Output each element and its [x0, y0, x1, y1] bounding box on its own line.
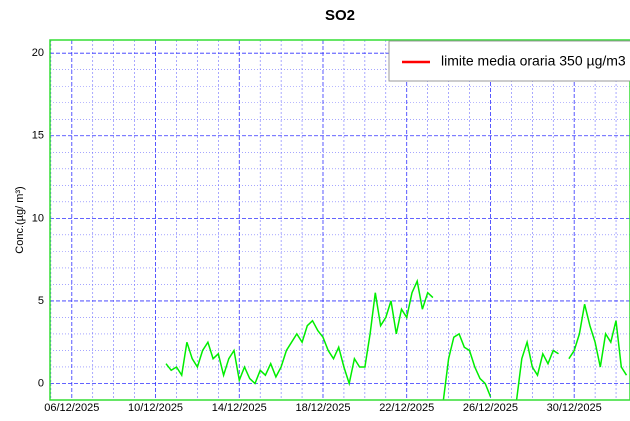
x-tick-label: 22/12/2025: [379, 402, 434, 414]
data-line: [165, 278, 628, 400]
x-tick-label: 10/12/2025: [128, 402, 183, 414]
y-tick-label: 15: [32, 130, 44, 142]
y-tick-label: 10: [32, 212, 44, 224]
plot-area: [50, 40, 630, 400]
x-tick-label: 26/12/2025: [463, 402, 518, 414]
y-axis-label: Conc.(µg/ m³): [14, 186, 26, 253]
y-tick-label: 5: [38, 295, 44, 307]
plot-frame: [49, 39, 630, 401]
x-tick-label: 06/12/2025: [44, 402, 99, 414]
y-tick-label: 20: [32, 47, 44, 59]
x-tick-label: 18/12/2025: [295, 402, 350, 414]
y-tick-label: 0: [38, 377, 44, 389]
legend-label: limite media oraria 350 µg/m3: [441, 53, 626, 69]
x-tick-label: 14/12/2025: [212, 402, 267, 414]
chart-title: SO2: [325, 7, 355, 24]
plot-lines: [165, 278, 628, 400]
x-tick-label: 30/12/2025: [547, 402, 602, 414]
